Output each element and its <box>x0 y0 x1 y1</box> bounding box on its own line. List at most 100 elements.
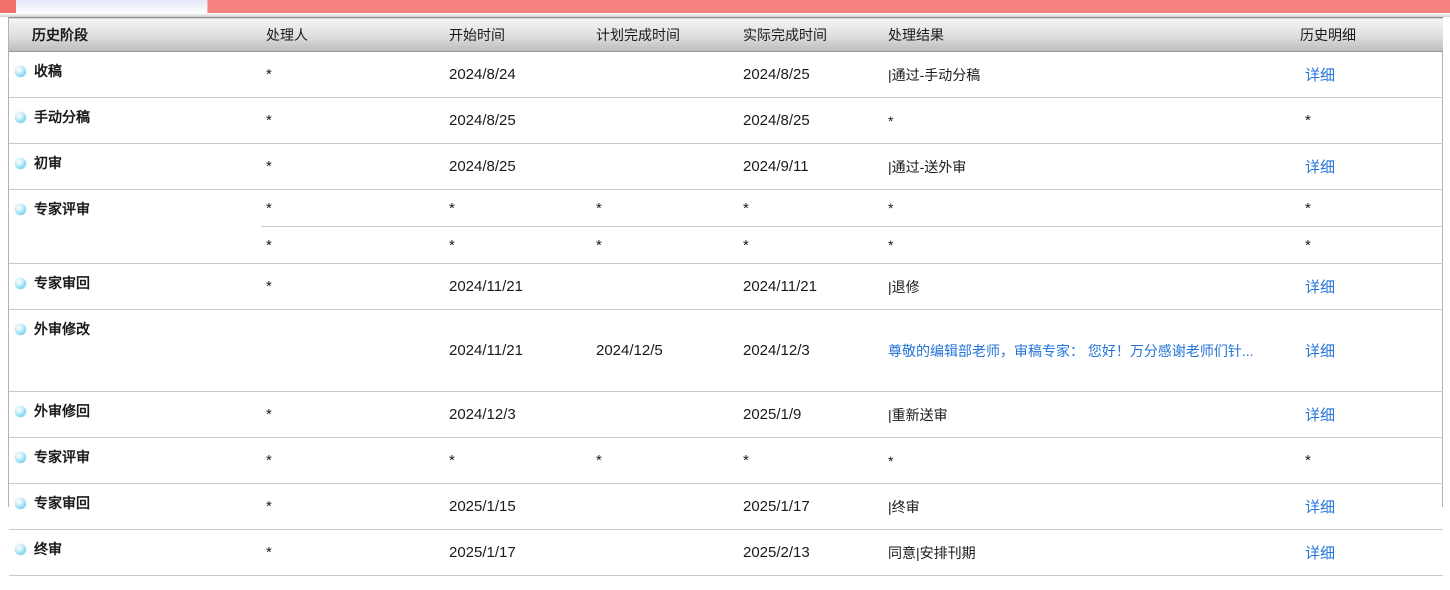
result-cell: |通过-送外审 <box>883 144 1295 190</box>
planned-cell <box>591 264 738 310</box>
stage-cell: 终审 <box>9 530 261 576</box>
detail-cell: 详细 <box>1295 310 1443 392</box>
start-cell: 2025/1/17 <box>444 530 591 576</box>
column-header-handler: 处理人 <box>261 18 444 52</box>
stage-label: 专家审回 <box>34 495 90 511</box>
start-cell: 2024/11/21 <box>444 310 591 392</box>
stage-label: 收稿 <box>34 63 62 79</box>
result-cell: * <box>883 438 1295 484</box>
stage-cell: 初审 <box>9 144 261 190</box>
column-header-result: 处理结果 <box>883 18 1295 52</box>
detail-link[interactable]: 详细 <box>1305 279 1335 296</box>
stage-label: 终审 <box>34 541 62 557</box>
handler-cell: * <box>261 144 444 190</box>
detail-cell: 详细 <box>1295 392 1443 438</box>
stage-bullet-icon <box>15 406 26 417</box>
result-cell: |通过-手动分稿 <box>883 52 1295 98</box>
stage-cell: 专家评审 <box>9 190 261 264</box>
top-bar-corner <box>0 0 16 13</box>
table-row: 外审修改 2024/11/21 2024/12/5 2024/12/3 尊敬的编… <box>9 310 1443 392</box>
handler-cell: * <box>261 264 444 310</box>
handler-cell <box>261 310 444 392</box>
detail-cell: * <box>1295 190 1443 227</box>
empty-row <box>9 576 1443 590</box>
start-cell: 2024/12/3 <box>444 392 591 438</box>
detail-cell: * <box>1295 438 1443 484</box>
actual-cell: 2024/8/25 <box>738 98 883 144</box>
stage-bullet-icon <box>15 324 26 335</box>
stage-label: 专家评审 <box>34 201 90 217</box>
result-cell: 尊敬的编辑部老师，审稿专家： 您好！万分感谢老师们针... <box>883 310 1295 392</box>
detail-link[interactable]: 详细 <box>1305 545 1335 562</box>
detail-cell: * <box>1295 227 1443 264</box>
handler-cell: * <box>261 98 444 144</box>
stage-bullet-icon <box>15 498 26 509</box>
column-header-stage: 历史阶段 <box>9 18 261 52</box>
planned-cell: * <box>591 438 738 484</box>
planned-cell <box>591 392 738 438</box>
column-header-actual: 实际完成时间 <box>738 18 883 52</box>
detail-link[interactable]: 详细 <box>1305 343 1335 360</box>
start-cell: * <box>444 227 591 264</box>
stage-label: 初审 <box>34 155 62 171</box>
table-row: 专家评审 * * * * * * <box>9 438 1443 484</box>
planned-cell: * <box>591 190 738 227</box>
stage-bullet-icon <box>15 278 26 289</box>
actual-cell: * <box>738 190 883 227</box>
stage-bullet-icon <box>15 452 26 463</box>
stage-label: 外审修回 <box>34 403 90 419</box>
stage-cell: 专家评审 <box>9 438 261 484</box>
start-cell: 2024/11/21 <box>444 264 591 310</box>
top-bar <box>0 0 1450 13</box>
detail-cell: 详细 <box>1295 52 1443 98</box>
handler-cell: * <box>261 438 444 484</box>
detail-cell: 详细 <box>1295 144 1443 190</box>
actual-cell: 2025/2/13 <box>738 530 883 576</box>
actual-cell: 2024/9/11 <box>738 144 883 190</box>
table-row: 手动分稿 * 2024/8/25 2024/8/25 * * <box>9 98 1443 144</box>
stage-bullet-icon <box>15 112 26 123</box>
detail-cell: 详细 <box>1295 530 1443 576</box>
actual-cell: 2024/8/25 <box>738 52 883 98</box>
table-row: 初审 * 2024/8/25 2024/9/11 |通过-送外审 详细 <box>9 144 1443 190</box>
stage-cell: 外审修回 <box>9 392 261 438</box>
handler-cell: * <box>261 227 444 264</box>
stage-cell: 收稿 <box>9 52 261 98</box>
planned-cell: 2024/12/5 <box>591 310 738 392</box>
result-cell: 同意|安排刊期 <box>883 530 1295 576</box>
table-row: 终审 * 2025/1/17 2025/2/13 同意|安排刊期 详细 <box>9 530 1443 576</box>
planned-cell <box>591 98 738 144</box>
start-cell: 2024/8/24 <box>444 52 591 98</box>
column-header-detail: 历史明细 <box>1295 18 1443 52</box>
window-tab[interactable] <box>16 0 208 13</box>
handler-cell: * <box>261 52 444 98</box>
actual-cell: 2024/12/3 <box>738 310 883 392</box>
history-table: 历史阶段 处理人 开始时间 计划完成时间 实际完成时间 处理结果 历史明细 收稿… <box>8 17 1443 507</box>
handler-cell: * <box>261 190 444 227</box>
detail-link[interactable]: 详细 <box>1305 499 1335 516</box>
planned-cell <box>591 530 738 576</box>
detail-cell: * <box>1295 98 1443 144</box>
table-row: 收稿 * 2024/8/24 2024/8/25 |通过-手动分稿 详细 <box>9 52 1443 98</box>
column-header-start: 开始时间 <box>444 18 591 52</box>
handler-cell: * <box>261 530 444 576</box>
start-cell: * <box>444 438 591 484</box>
table-row: 外审修回 * 2024/12/3 2025/1/9 |重新送审 详细 <box>9 392 1443 438</box>
actual-cell: 2025/1/9 <box>738 392 883 438</box>
stage-cell: 外审修改 <box>9 310 261 392</box>
stage-cell: 专家审回 <box>9 264 261 310</box>
start-cell: 2024/8/25 <box>444 144 591 190</box>
detail-link[interactable]: 详细 <box>1305 67 1335 84</box>
stage-bullet-icon <box>15 158 26 169</box>
result-cell: * <box>883 227 1295 264</box>
planned-cell: * <box>591 227 738 264</box>
actual-cell: 2024/11/21 <box>738 264 883 310</box>
detail-cell: 详细 <box>1295 264 1443 310</box>
planned-cell <box>591 52 738 98</box>
stage-bullet-icon <box>15 66 26 77</box>
result-cell: |退修 <box>883 264 1295 310</box>
actual-cell: * <box>738 227 883 264</box>
detail-link[interactable]: 详细 <box>1305 159 1335 176</box>
stage-label: 专家评审 <box>34 449 90 465</box>
detail-link[interactable]: 详细 <box>1305 407 1335 424</box>
